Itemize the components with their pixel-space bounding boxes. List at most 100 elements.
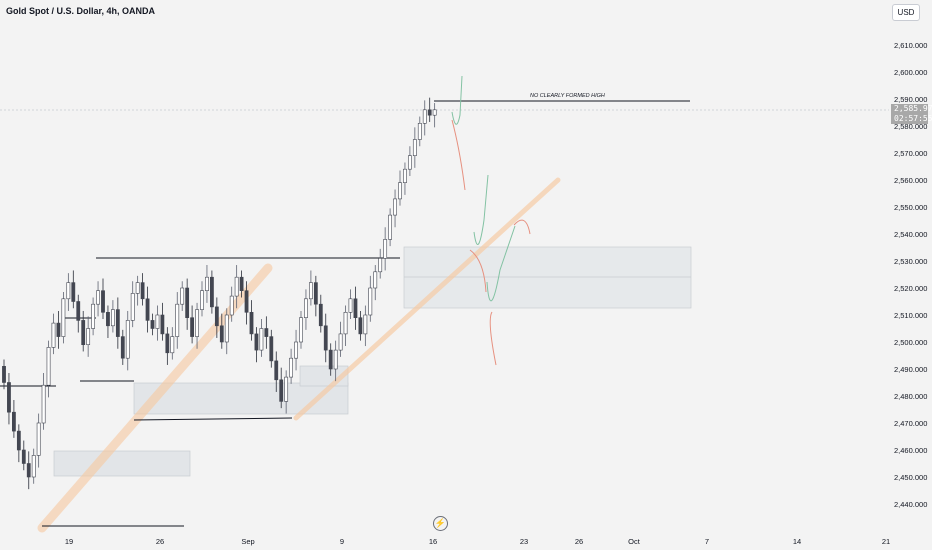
- candle-body: [135, 282, 140, 294]
- last-price-label: 2,585.975 02:57:55: [891, 104, 932, 124]
- candle-body: [210, 276, 214, 308]
- candle-body: [407, 155, 412, 170]
- candle-body: [7, 382, 11, 413]
- candle-body: [86, 328, 91, 346]
- x-tick-label: 16: [429, 537, 437, 546]
- last-price-countdown: 02:57:55: [894, 114, 932, 123]
- candle-body: [120, 336, 125, 359]
- candle-body: [333, 349, 338, 370]
- candle-body: [284, 376, 289, 402]
- candle-body: [422, 109, 427, 124]
- candles: [2, 97, 437, 490]
- candle-body: [239, 276, 244, 292]
- up-arrow-3: [486, 225, 516, 302]
- candle-body: [358, 317, 363, 335]
- y-tick-label: 2,540.000: [894, 230, 927, 239]
- candle-body: [56, 322, 61, 337]
- candle-body: [71, 282, 76, 302]
- candle-body: [205, 276, 209, 292]
- candle-body: [145, 298, 150, 321]
- y-tick-label: 2,450.000: [894, 473, 927, 482]
- candle-body: [328, 349, 333, 370]
- candle-body: [175, 303, 180, 337]
- price-axis[interactable]: 2,440.000 2,450.000 2,460.000 2,470.000 2,48…: [889, 0, 932, 550]
- candle-body: [190, 317, 195, 337]
- candle-body: [21, 449, 26, 464]
- y-tick-label: 2,560.000: [894, 176, 927, 185]
- candle-body: [81, 320, 86, 345]
- candle-body: [254, 333, 259, 351]
- candle-body: [224, 314, 229, 343]
- candle-body: [393, 198, 397, 216]
- y-tick-label: 2,530.000: [894, 257, 927, 266]
- candle-body: [155, 314, 160, 329]
- candle-body: [348, 298, 353, 313]
- zone-boxes: [53, 246, 692, 477]
- candle-body: [195, 309, 199, 337]
- candle-body: [165, 333, 170, 354]
- candle-body: [294, 341, 298, 359]
- down-arrow-1: [451, 119, 466, 191]
- up-arrow-1: [451, 75, 463, 125]
- candle-body: [31, 455, 36, 478]
- x-tick-label: Sep: [241, 537, 254, 546]
- x-tick-label: 26: [575, 537, 583, 546]
- y-tick-label: 2,550.000: [894, 203, 927, 212]
- candle-body: [101, 290, 105, 313]
- candle-body: [26, 463, 31, 478]
- x-tick-label: 9: [340, 537, 344, 546]
- y-tick-label: 2,590.000: [894, 95, 927, 104]
- currency-button[interactable]: USD: [892, 4, 920, 21]
- candle-body: [170, 336, 175, 354]
- candle-body: [432, 109, 437, 116]
- candle-body: [91, 303, 96, 329]
- candle-body: [76, 301, 81, 321]
- x-tick-label: 26: [156, 537, 164, 546]
- projection-arrows: [451, 75, 531, 366]
- candle-body: [125, 320, 130, 359]
- candle-body: [279, 379, 284, 402]
- candle-body: [12, 411, 16, 432]
- candle-body: [289, 357, 294, 378]
- level-line-low2: [133, 417, 293, 421]
- candle-body: [51, 322, 56, 348]
- candle-body: [200, 290, 204, 310]
- y-tick-label: 2,490.000: [894, 365, 927, 374]
- candle-body: [66, 282, 71, 300]
- candle-body: [318, 303, 323, 327]
- candle-body: [343, 311, 348, 335]
- candle-body: [111, 309, 115, 327]
- candle-body: [323, 325, 328, 351]
- x-tick-label: 14: [793, 537, 801, 546]
- up-arrow-2: [473, 174, 489, 245]
- down-arrow-2: [469, 249, 487, 293]
- candle-body: [234, 276, 239, 297]
- candle-body: [185, 287, 190, 319]
- candle-body: [41, 384, 46, 424]
- candle-body: [259, 328, 264, 351]
- candle-body: [412, 139, 417, 157]
- candle-body: [368, 287, 373, 316]
- trend-band-2: [293, 177, 561, 421]
- y-tick-label: 2,600.000: [894, 68, 927, 77]
- x-tick-label: 21: [882, 537, 890, 546]
- candle-body: [313, 282, 318, 305]
- candle-body: [244, 290, 249, 313]
- candle-body: [229, 295, 234, 316]
- candle-body: [2, 365, 6, 383]
- candle-body: [378, 257, 383, 273]
- y-tick-label: 2,480.000: [894, 392, 927, 401]
- time-axis[interactable]: 19 26 Sep 9 16 23 26 Oct 7 14 21: [65, 537, 890, 546]
- candle-body: [219, 325, 224, 343]
- demand-zone-1: [53, 450, 191, 477]
- candle-body: [388, 214, 393, 240]
- candle-body: [383, 239, 388, 259]
- candle-body: [150, 320, 155, 329]
- candle-body: [36, 422, 41, 456]
- candle-body: [249, 311, 254, 335]
- candle-body: [264, 328, 269, 337]
- lightning-icon[interactable]: ⚡: [433, 516, 448, 531]
- candle-body: [130, 293, 135, 321]
- down-arrow-3: [513, 219, 531, 235]
